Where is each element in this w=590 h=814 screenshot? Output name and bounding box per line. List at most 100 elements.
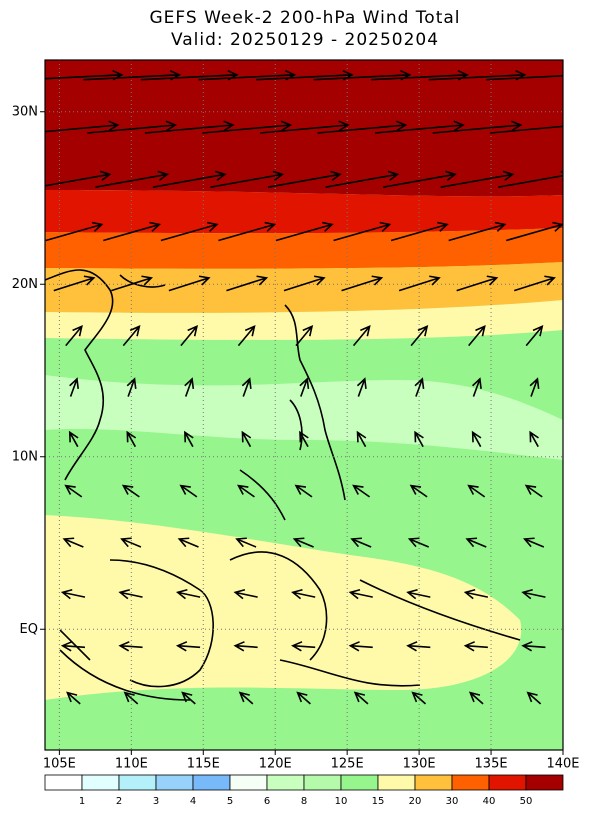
legend-swatch [118,774,157,791]
wind-arrow [356,430,367,448]
wind-arrow [95,170,170,188]
x-tick-label: 105E [43,757,76,772]
wind-arrow [126,377,137,397]
y-tick-label: EQ [20,622,38,637]
legend-swatch [525,774,564,791]
wind-arrow [398,275,441,292]
y-tick-label: 30N [12,104,38,119]
band-15 [45,300,563,340]
wind-arrow [524,484,543,498]
wind-arrow [317,120,408,134]
wind-arrow [233,641,258,652]
wind-arrow [490,125,563,134]
wind-arrow [180,325,199,347]
legend-swatch [155,774,194,791]
wind-arrow [382,170,457,188]
x-tick-label: 120E [259,757,292,772]
wind-arrow [463,589,489,600]
wind-arrow [325,170,400,188]
wind-arrow [353,691,369,705]
wind-arrow [237,325,256,347]
wind-arrow [275,221,334,242]
wind-arrow [241,377,252,397]
wind-arrow [259,120,350,134]
wind-arrow [521,641,546,652]
wind-arrow [123,691,139,705]
wind-arrow [407,537,430,548]
wind-arrow [299,430,309,448]
wind-arrow [348,641,373,652]
wind-arrow [456,275,499,292]
wind-arrow [291,641,316,652]
wind-arrow [144,120,235,134]
x-tick-label: 115E [187,757,220,772]
band-6-8 [45,375,563,460]
x-tick-label: 130E [403,757,436,772]
wind-arrow [226,275,269,292]
wind-arrow [87,120,178,134]
wind-arrow [296,691,311,705]
wind-arrow [465,537,487,548]
wind-arrow [218,221,277,242]
legend-swatch [451,774,490,791]
wind-arrow [529,430,539,448]
wind-arrow [299,377,310,397]
legend-label: 6 [264,796,270,807]
legend-swatch [44,774,83,791]
wind-arrow [440,170,515,188]
legend-label: 8 [301,796,307,807]
wind-arrow [111,275,154,292]
wind-arrow [118,641,143,652]
wind-arrow [411,691,427,705]
wind-arrow [448,221,507,242]
wind-arrow [472,377,482,397]
wind-arrow [177,537,199,548]
wind-arrow [175,641,201,652]
x-tick-label: 135E [475,757,508,772]
wind-arrow [45,120,120,133]
wind-arrow [486,75,563,81]
wind-arrow [126,430,137,448]
legend-label: 10 [335,796,348,807]
wind-arrow [414,430,424,448]
wind-arrow [62,537,84,548]
legend-swatch [229,774,268,791]
wind-arrow [350,537,372,548]
wind-arrow [348,589,373,600]
coastline [45,269,521,701]
wind-arrow [267,170,342,188]
wind-arrow [333,221,392,242]
legend-swatch [377,774,416,791]
wind-arrow [352,484,371,498]
wind-arrow [463,641,488,652]
speed-field [45,60,563,750]
wind-arrow [410,325,429,347]
wind-arrow [103,221,162,242]
legend-label: 4 [190,796,196,807]
wind-arrow [152,170,227,188]
legend-swatch [266,774,305,791]
wind-arrow [60,589,86,600]
wind-arrow [241,430,252,448]
wind-arrow [529,377,540,397]
legend-label: 1 [79,796,85,807]
legend-swatch [414,774,453,791]
wind-arrow [291,589,316,600]
plot-frame [44,59,564,751]
band-30 [45,228,563,269]
wind-arrow [184,377,195,397]
wind-arrow [406,641,431,652]
wind-arrow [409,484,428,498]
wind-arrow [471,430,482,448]
wind-arrow [390,221,449,242]
wind-arrow [292,537,314,548]
wind-arrow [53,275,96,292]
legend-label: 2 [116,796,122,807]
wind-arrow [68,430,79,448]
wind-arrow [525,325,544,347]
legend-label: 40 [483,796,496,807]
title: GEFS Week-2 200-hPa Wind Total [149,8,460,28]
wind-arrow [184,430,194,448]
wind-arrow [235,537,257,548]
